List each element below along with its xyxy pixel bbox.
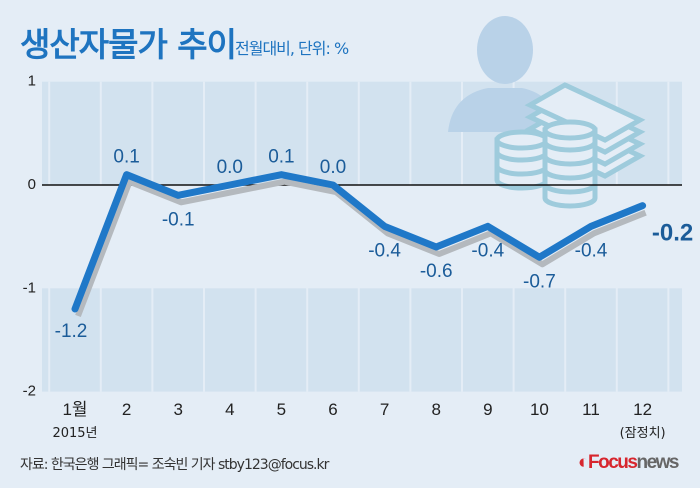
data-label: -0.4 <box>368 240 401 261</box>
chart-title: 생산자물가 추이 <box>20 25 237 64</box>
y-tick-label: -1 <box>23 279 36 296</box>
person-silhouette-icon <box>448 16 560 132</box>
y-tick-label: 0 <box>28 176 36 193</box>
y-tick-label: -2 <box>23 383 36 400</box>
x-tick-label: 9 <box>483 400 492 419</box>
data-label: -0.1 <box>162 209 195 230</box>
x-sublabel-preliminary: (잠정치) <box>620 426 666 441</box>
x-sublabel-year: 2015년 <box>52 426 97 441</box>
x-tick-label: 5 <box>277 400 286 419</box>
x-tick-label: 6 <box>328 400 337 419</box>
series-line <box>71 171 647 313</box>
data-label: 0.1 <box>268 147 294 168</box>
series-shadow <box>75 178 647 318</box>
band-lower <box>42 288 682 392</box>
coin-stack-icon <box>494 119 598 209</box>
x-tick-label: 11 <box>582 400 600 419</box>
chart-subtitle: 전월대비, 단위: % <box>235 39 349 58</box>
data-label: -0.2 <box>652 220 693 247</box>
x-tick-label: 4 <box>225 400 234 419</box>
x-tick-label: 1월 <box>62 400 87 419</box>
x-tick-label: 3 <box>173 400 182 419</box>
x-tick-label: 7 <box>380 400 389 419</box>
data-label: -0.4 <box>471 240 504 261</box>
x-tick-label: 2 <box>122 400 131 419</box>
source-credit: 자료: 한국은행 그래픽= 조숙빈 기자 stby123@focus.kr <box>20 457 329 473</box>
y-tick-label: 1 <box>28 73 36 90</box>
x-tick-label: 12 <box>633 400 652 419</box>
data-label: 0.1 <box>113 147 139 168</box>
data-label: -1.2 <box>55 321 88 342</box>
focusnews-logo: ◐Focusnews <box>578 452 679 473</box>
data-label: 0.0 <box>320 157 346 178</box>
data-label: -0.7 <box>523 271 556 292</box>
data-label: -0.6 <box>420 261 453 282</box>
x-tick-label: 8 <box>431 400 440 419</box>
x-tick-label: 10 <box>530 400 549 419</box>
data-label: -0.4 <box>575 240 608 261</box>
data-label: 0.0 <box>217 157 243 178</box>
